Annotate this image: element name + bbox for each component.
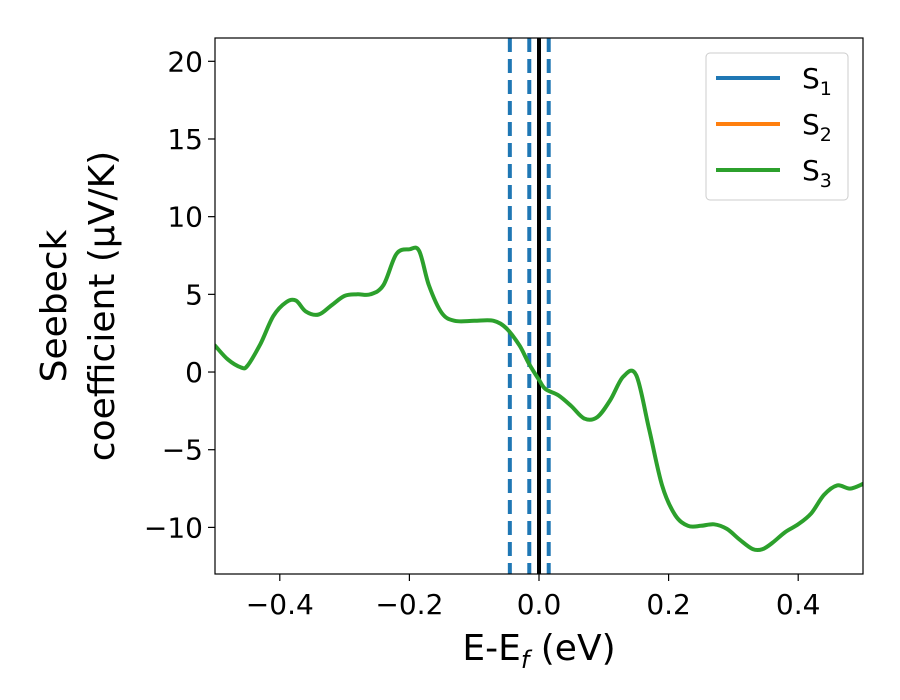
x-tick-label: 0.0: [517, 588, 562, 621]
legend-label-s3: S3: [802, 154, 832, 192]
reference-lines: [507, 38, 551, 574]
y-tick-label: −10: [144, 511, 203, 544]
seebeck-curve: [215, 245, 863, 553]
curve-layer: [215, 245, 863, 553]
x-tick-label: −0.4: [246, 588, 314, 621]
legend-box: [705, 52, 849, 201]
y-tick-label: 15: [167, 123, 203, 156]
y-tick-label: 10: [167, 201, 203, 234]
y-axis-label: Seebeck coefficient (μV/K): [34, 151, 123, 461]
y-tick-label: 0: [185, 356, 203, 389]
legend-label-s1: S1: [802, 62, 832, 100]
x-tick-label: 0.2: [646, 588, 691, 621]
y-tick-label: 5: [185, 278, 203, 311]
y-tick-label: 20: [167, 45, 203, 78]
legend-label-s2: S2: [802, 108, 832, 146]
legend: S1 S2 S3: [705, 52, 849, 201]
y-tick-label: −5: [162, 434, 203, 467]
x-tick-label: 0.4: [776, 588, 821, 621]
x-tick-label: −0.2: [375, 588, 443, 621]
y-axis-ticks: −10 −5 0 5 10 15 20: [144, 45, 215, 544]
y-axis-label-line1: Seebeck: [34, 229, 75, 382]
x-axis-ticks: −0.4 −0.2 0.0 0.2 0.4: [246, 574, 821, 621]
x-axis-label: E-Ef (eV): [462, 628, 615, 674]
y-axis-label-line2: coefficient (μV/K): [82, 151, 123, 461]
